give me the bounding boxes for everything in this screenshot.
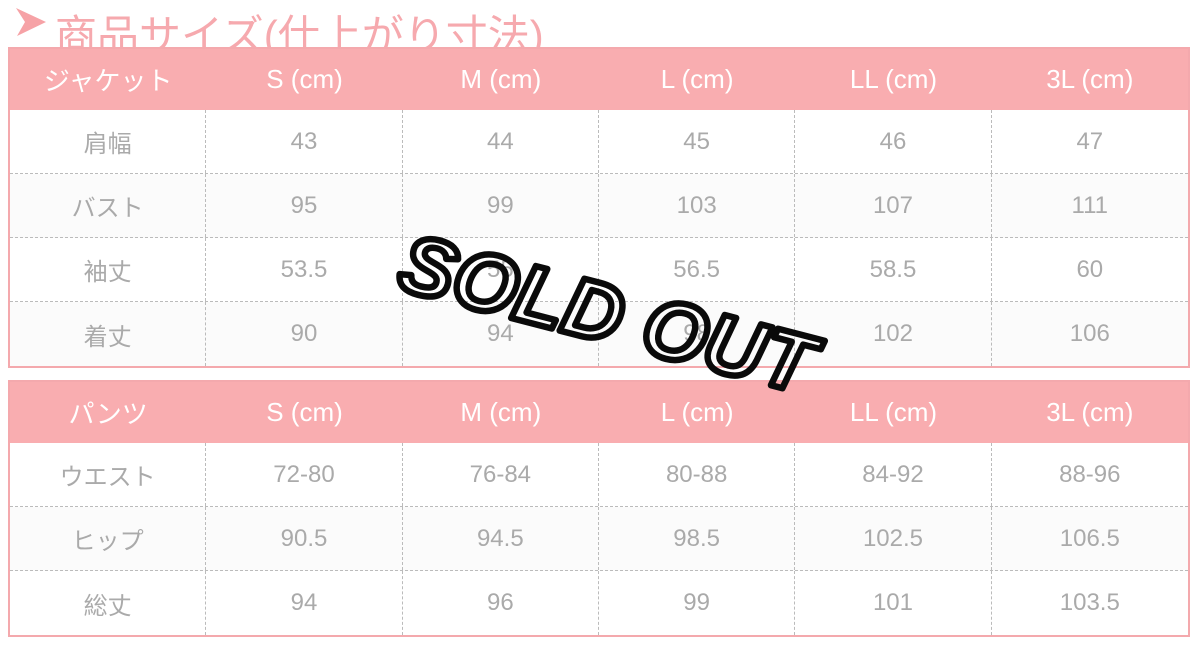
svg-text:SOLD OUT: SOLD OUT <box>390 217 829 413</box>
